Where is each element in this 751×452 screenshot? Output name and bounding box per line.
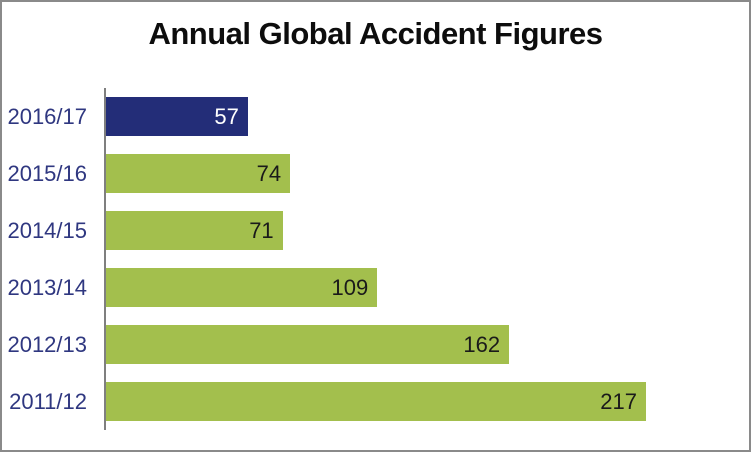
bar-track: 57 — [106, 97, 749, 136]
bar-track: 162 — [106, 325, 749, 364]
bar-track: 74 — [106, 154, 749, 193]
chart-row: 2014/15 71 — [2, 202, 749, 259]
y-axis-line — [104, 88, 106, 430]
bar-value-label: 217 — [600, 388, 637, 414]
bar-value-label: 57 — [214, 103, 239, 129]
bar-track: 109 — [106, 268, 749, 307]
bar-value-label: 162 — [463, 331, 501, 357]
category-label: 2015/16 — [7, 160, 87, 186]
chart-row: 2013/14 109 — [2, 259, 749, 316]
bar: 217 — [106, 382, 646, 421]
bar-chart-plot-area: 2016/17 57 2015/16 74 2014/15 71 — [2, 88, 749, 430]
category-label: 2014/15 — [7, 217, 87, 243]
bar: 74 — [106, 154, 291, 193]
bar: 162 — [106, 325, 510, 364]
bar: 57 — [106, 97, 248, 136]
bar: 71 — [106, 211, 283, 250]
chart-row: 2012/13 162 — [2, 316, 749, 373]
category-label: 2016/17 — [7, 103, 87, 129]
category-label: 2013/14 — [7, 274, 87, 300]
bar-value-label: 109 — [331, 274, 369, 300]
bar-value-label: 74 — [256, 160, 282, 186]
chart-title: Annual Global Accident Figures — [148, 16, 603, 51]
bar-track: 71 — [106, 211, 749, 250]
category-label: 2011/12 — [9, 388, 87, 414]
chart-row: 2011/12 217 — [2, 373, 749, 430]
bar-track: 217 — [106, 382, 749, 421]
bar-value-label: 71 — [249, 217, 274, 243]
bar: 109 — [106, 268, 378, 307]
category-label: 2012/13 — [7, 331, 87, 357]
chart-row: 2015/16 74 — [2, 145, 749, 202]
chart-row: 2016/17 57 — [2, 88, 749, 145]
